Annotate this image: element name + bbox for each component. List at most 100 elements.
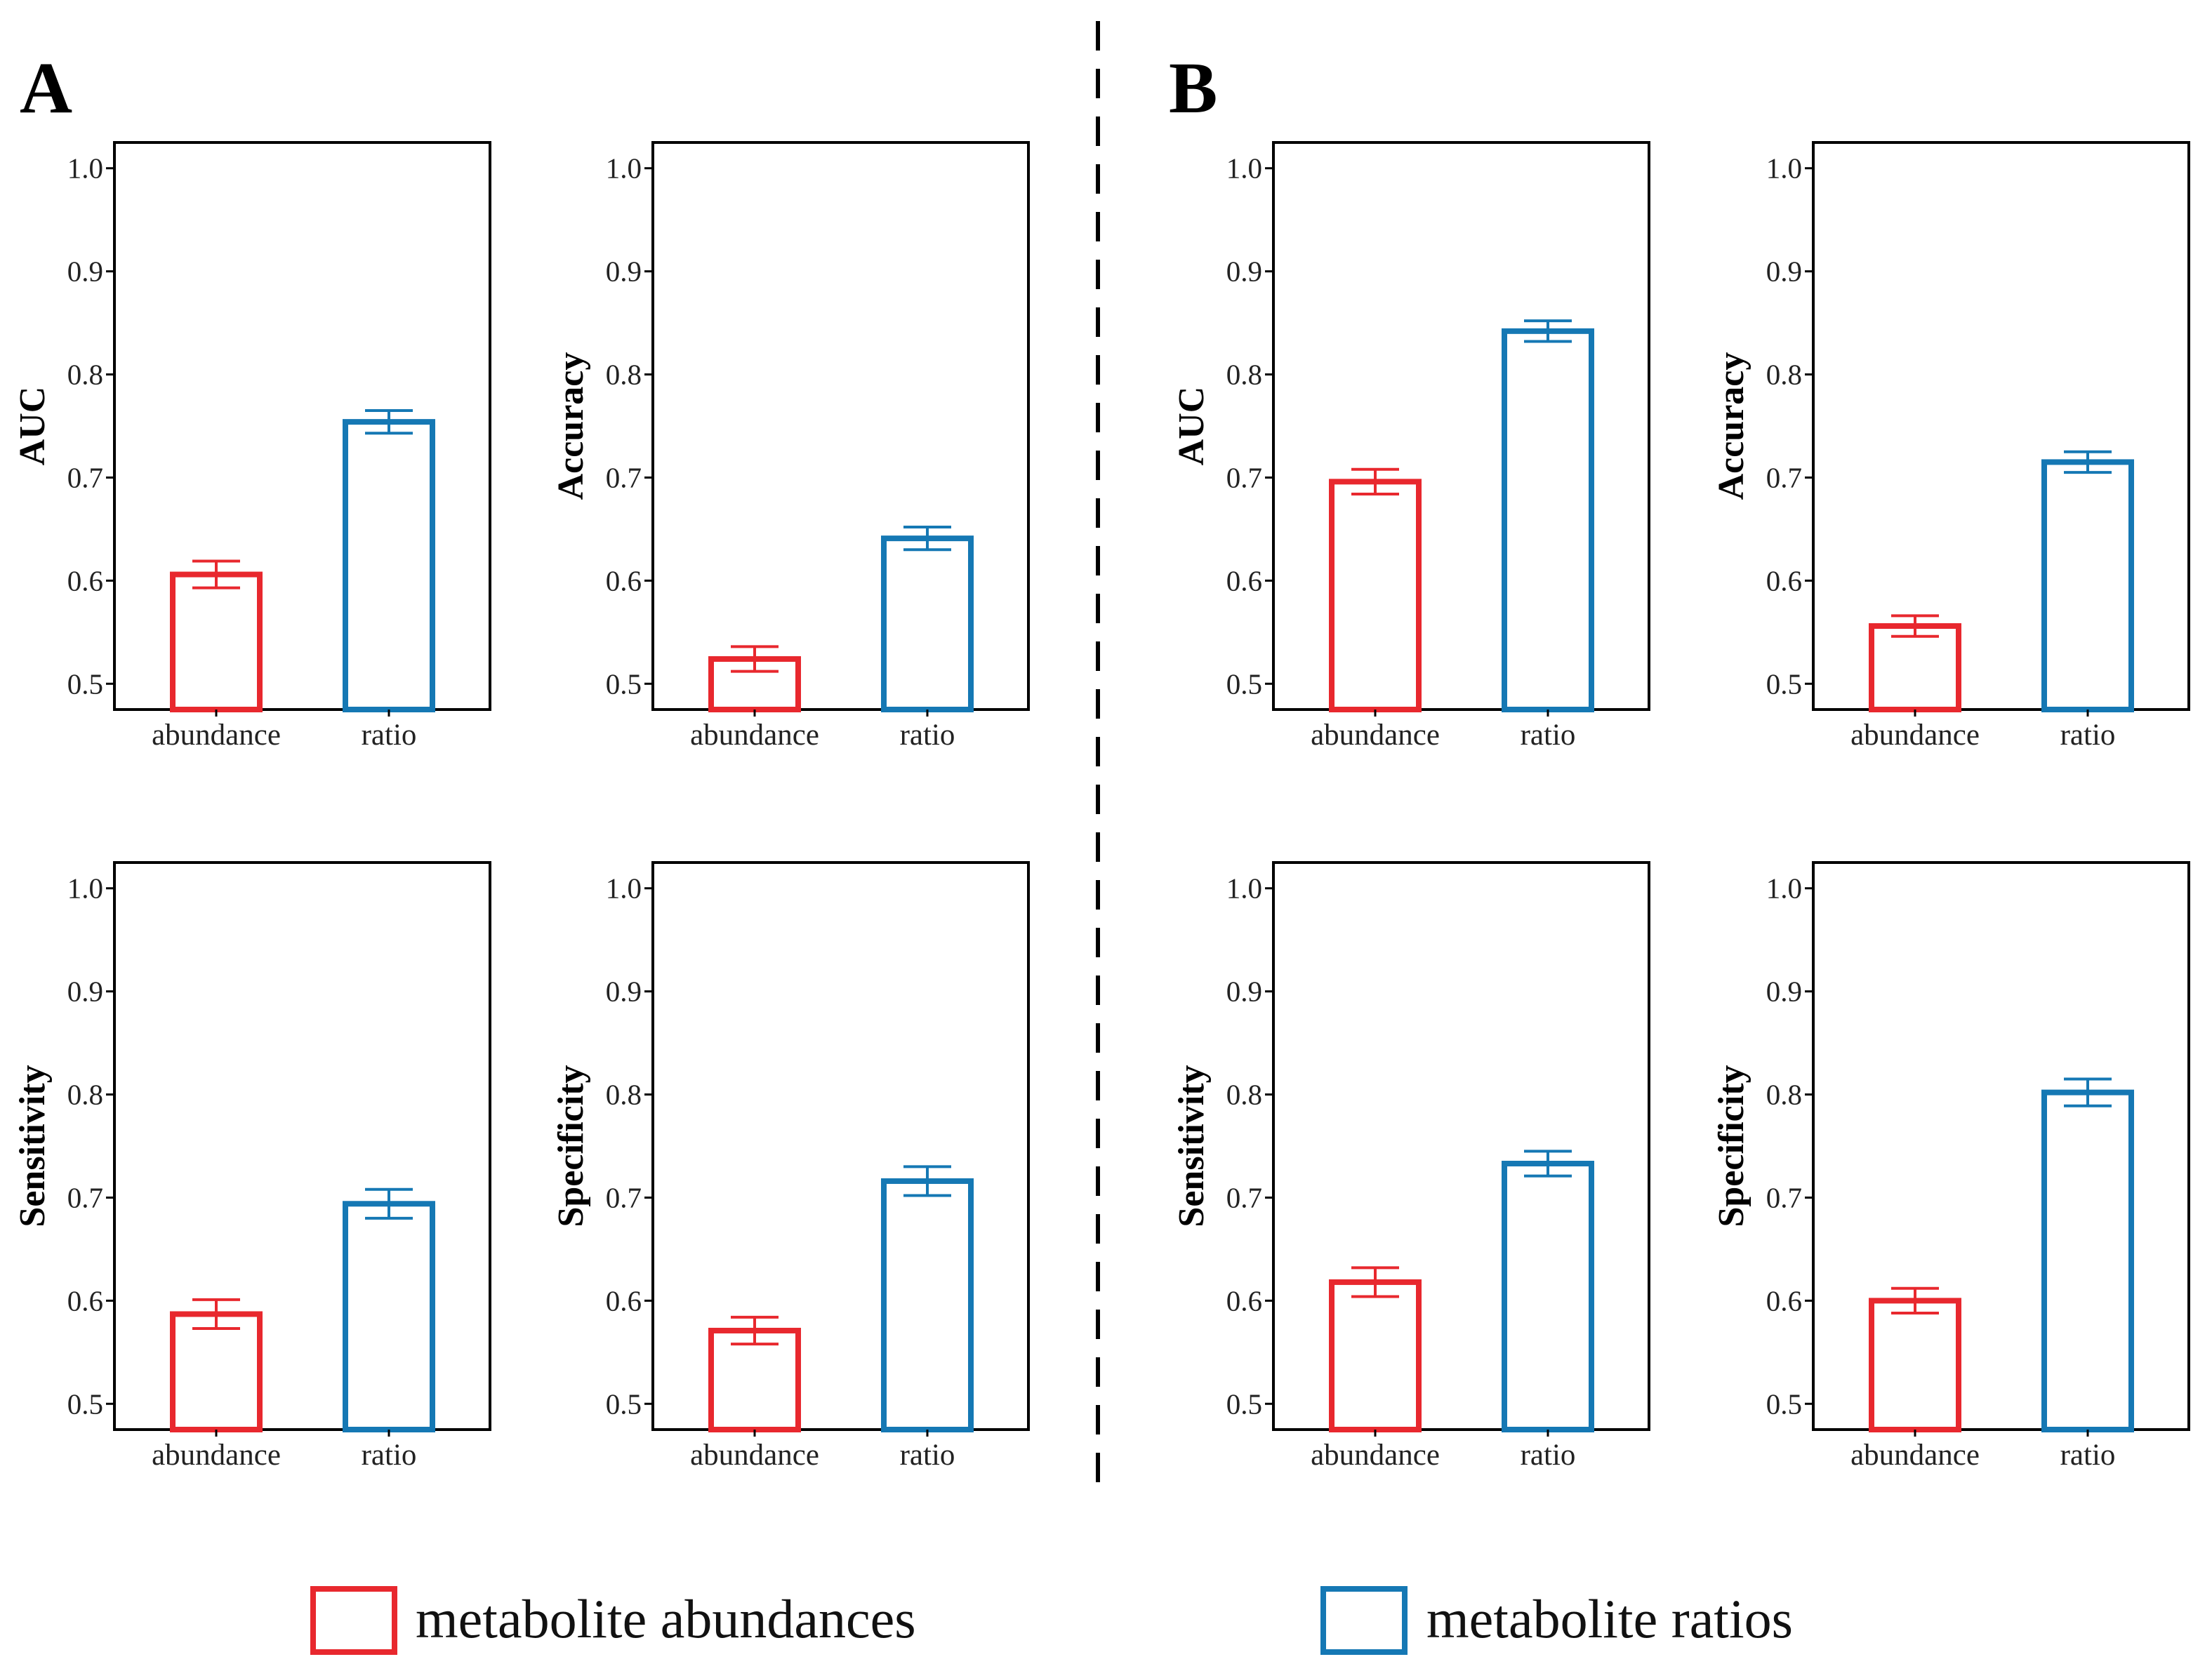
- y-axis-label: Sensitivity: [1172, 1065, 1212, 1227]
- bar-ratio: [343, 419, 435, 713]
- y-tick-label: 0.9: [67, 976, 103, 1008]
- x-tick-label-abundance: abundance: [1311, 1439, 1440, 1472]
- bar-ratio: [1502, 1160, 1594, 1432]
- chart-b-auc: 0.5 0.6 0.7 0.8 0.9 1.0 AUC abundance ratio: [1172, 141, 1650, 752]
- y-tick-label: 1.0: [1226, 152, 1262, 185]
- bar-abundance: [170, 571, 263, 712]
- bar-abundance: [1869, 1298, 1961, 1433]
- x-tick-label-abundance: abundance: [152, 719, 281, 752]
- chart-a-accuracy: 0.5 0.6 0.7 0.8 0.9 1.0 Accuracy abundance ratio: [551, 141, 1030, 752]
- y-tick-label: 1.0: [606, 152, 642, 185]
- x-tick-label-abundance: abundance: [1311, 719, 1440, 752]
- y-tick-label: 0.7: [1766, 1181, 1802, 1213]
- y-tick-label: 0.8: [1766, 1079, 1802, 1111]
- legend-label-abundances: metabolite abundances: [416, 1588, 916, 1649]
- y-tick-label: 1.0: [1226, 872, 1262, 905]
- bar-ratio: [2041, 1089, 2134, 1433]
- x-tick-label-ratio: ratio: [1521, 1439, 1576, 1472]
- x-tick-label-ratio: ratio: [900, 719, 955, 752]
- y-tick-label: 0.5: [606, 1387, 642, 1420]
- bar-ratio: [343, 1201, 435, 1432]
- y-tick-label: 0.7: [606, 461, 642, 493]
- bar-abundance: [1329, 1279, 1422, 1433]
- y-tick-label: 0.7: [1226, 1181, 1262, 1213]
- chart-a-specificity: 0.5 0.6 0.7 0.8 0.9 1.0 Specificity abundance ra…: [551, 861, 1030, 1472]
- plot-frame: [651, 861, 1030, 1431]
- legend-swatch-abundances: [310, 1586, 397, 1655]
- plot-frame: [113, 141, 491, 711]
- y-tick-label: 0.9: [1226, 255, 1262, 288]
- y-axis-label: Accuracy: [1711, 352, 1751, 500]
- y-tick-label: 0.6: [606, 1284, 642, 1317]
- bar-ratio: [881, 1178, 974, 1432]
- y-tick-label: 0.5: [1766, 667, 1802, 700]
- y-tick-label: 0.6: [1226, 1284, 1262, 1317]
- y-axis-label: Specificity: [1711, 1065, 1751, 1227]
- chart-b-specificity: 0.5 0.6 0.7 0.8 0.9 1.0 Specificity abundance ra…: [1711, 861, 2190, 1472]
- y-tick-label: 0.8: [67, 359, 103, 391]
- y-axis-label: Specificity: [551, 1065, 591, 1227]
- x-tick-label-abundance: abundance: [1850, 1439, 1980, 1472]
- x-tick-label-abundance: abundance: [152, 1439, 281, 1472]
- y-tick-label: 0.8: [67, 1079, 103, 1111]
- plot-frame: [113, 861, 491, 1431]
- y-tick-label: 1.0: [1766, 872, 1802, 905]
- bar-ratio: [1502, 328, 1594, 712]
- chart-a-sensitivity: 0.5 0.6 0.7 0.8 0.9 1.0 Sensitivity abundance ra…: [13, 861, 491, 1472]
- x-tick-label-abundance: abundance: [1850, 719, 1980, 752]
- y-axis-label: AUC: [13, 387, 53, 466]
- y-tick-label: 1.0: [606, 872, 642, 905]
- legend-label-ratios: metabolite ratios: [1426, 1588, 1793, 1649]
- y-tick-label: 0.5: [67, 1387, 103, 1420]
- y-axis-label: Accuracy: [551, 352, 591, 500]
- y-tick-label: 0.6: [1766, 564, 1802, 597]
- legend-swatch-ratios: [1320, 1586, 1408, 1655]
- legend: metabolite abundances metabolite ratios: [310, 1586, 1793, 1655]
- y-tick-label: 0.9: [67, 255, 103, 288]
- x-tick-label-ratio: ratio: [900, 1439, 955, 1472]
- y-tick-label: 0.8: [606, 1079, 642, 1111]
- plot-frame: [1812, 861, 2190, 1431]
- y-tick-label: 0.9: [1766, 976, 1802, 1008]
- y-tick-label: 0.7: [606, 1181, 642, 1213]
- y-tick-label: 0.7: [1766, 461, 1802, 493]
- y-tick-label: 0.7: [67, 461, 103, 493]
- panel-label-b: B: [1169, 48, 1217, 128]
- y-tick-label: 0.9: [606, 255, 642, 288]
- bar-abundance: [1329, 479, 1422, 713]
- plot-frame: [1812, 141, 2190, 711]
- y-tick-label: 0.8: [1226, 1079, 1262, 1111]
- plot-frame: [651, 141, 1030, 711]
- x-tick-label-ratio: ratio: [2060, 719, 2116, 752]
- x-tick-label-ratio: ratio: [2060, 1439, 2116, 1472]
- x-tick-label-ratio: ratio: [362, 719, 417, 752]
- y-tick-label: 0.9: [1766, 255, 1802, 288]
- y-tick-label: 0.5: [606, 667, 642, 700]
- y-tick-label: 0.5: [1766, 1387, 1802, 1420]
- x-tick-label-abundance: abundance: [690, 719, 819, 752]
- y-axis-label: Sensitivity: [13, 1065, 53, 1227]
- y-tick-label: 0.6: [1226, 564, 1262, 597]
- x-tick-label-abundance: abundance: [690, 1439, 819, 1472]
- chart-b-accuracy: 0.5 0.6 0.7 0.8 0.9 1.0 Accuracy abundance ratio: [1711, 141, 2190, 752]
- y-tick-label: 0.6: [67, 564, 103, 597]
- bar-abundance: [1869, 623, 1961, 713]
- y-tick-label: 0.5: [1226, 667, 1262, 700]
- bar-abundance: [708, 1327, 801, 1433]
- y-tick-label: 1.0: [67, 152, 103, 185]
- panel-label-a: A: [20, 48, 72, 128]
- y-tick-label: 0.9: [606, 976, 642, 1008]
- bar-abundance: [170, 1311, 263, 1432]
- y-tick-label: 1.0: [1766, 152, 1802, 185]
- y-tick-label: 0.5: [1226, 1387, 1262, 1420]
- y-tick-label: 0.7: [67, 1181, 103, 1213]
- y-tick-label: 1.0: [67, 872, 103, 905]
- y-tick-label: 0.8: [1766, 359, 1802, 391]
- y-tick-label: 0.6: [1766, 1284, 1802, 1317]
- y-tick-label: 0.8: [1226, 359, 1262, 391]
- bar-ratio: [2041, 459, 2134, 712]
- y-tick-label: 0.6: [67, 1284, 103, 1317]
- y-axis-label: AUC: [1172, 387, 1212, 466]
- plot-frame: [1272, 141, 1650, 711]
